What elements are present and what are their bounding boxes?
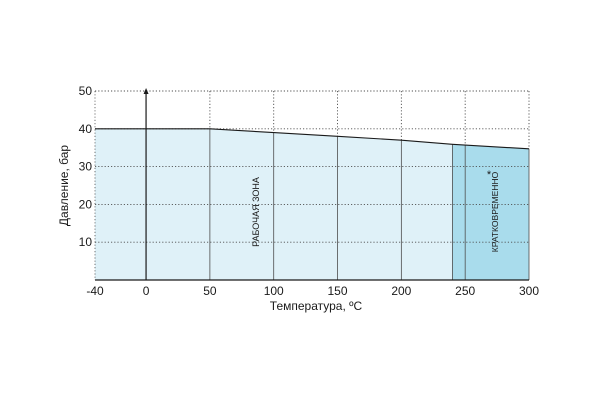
x-tick-label: 50 [203,284,217,298]
y-tick-label: 30 [79,160,93,174]
zero-axis-arrow [143,88,149,94]
x-tick-label: 150 [328,284,348,298]
working-zone-label: РАБОЧАЯ ЗОНА [251,177,261,247]
x-tick-label: 0 [143,284,150,298]
y-tick-label: 50 [79,84,93,98]
y-axis-title: Давление, бар [57,145,71,227]
axes-layer [94,88,529,281]
pressure-line [95,128,530,150]
short-term-zone-label: КРАТКОВРЕМЕННО [490,171,500,252]
zone-area-1 [452,144,529,280]
y-tick-label: 20 [79,197,93,211]
grid-layer [95,90,530,280]
y-tick-label: 10 [79,235,93,249]
x-tick-label: -40 [86,284,104,298]
labels-layer: -40 0 50 100 150 200 250 300 10 20 30 40 50 Температу… [57,84,539,313]
series-layer [95,128,530,150]
x-tick-label: 100 [264,284,284,298]
x-tick-label: 300 [519,284,539,298]
x-tick-label: 200 [391,284,411,298]
short-term-zone-marker: * [487,169,492,181]
x-axis-title: Температура, ºС [270,299,363,313]
x-tick-label: 250 [455,284,475,298]
y-tick-label: 40 [79,122,93,136]
